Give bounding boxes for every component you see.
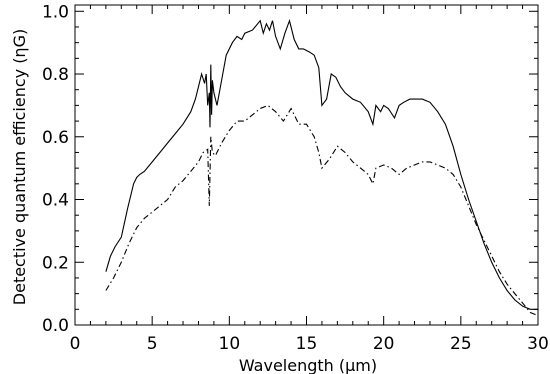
- tick-labels: 0 5 10 15 20 25 30 0.0 0.2 0.4 0.6 0.8 1.0: [42, 2, 549, 354]
- series-layer: [105, 18, 539, 317]
- y-tick-label: 0.6: [42, 128, 69, 148]
- x-tick-label: 25: [450, 334, 472, 354]
- y-tick-label: 0.2: [42, 253, 69, 273]
- y-tick-label: 0.4: [42, 191, 69, 211]
- axis-ticks: [74, 5, 539, 326]
- y-tick-label: 1.0: [42, 2, 69, 22]
- y-tick-label: 0.0: [42, 316, 69, 336]
- y-tick-label: 0.8: [42, 65, 69, 85]
- x-tick-label: 20: [373, 334, 395, 354]
- series-solid-line: [105, 18, 538, 310]
- x-tick-label: 30: [527, 334, 549, 354]
- x-tick-label: 10: [219, 334, 241, 354]
- x-tick-label: 15: [296, 334, 318, 354]
- plot-border: [74, 4, 539, 326]
- x-tick-label: 0: [70, 334, 81, 354]
- series-dash-dot-line: [105, 104, 539, 317]
- x-tick-label: 5: [147, 334, 158, 354]
- y-axis-label: Detective quantum efficiency (ηG): [10, 29, 29, 305]
- x-axis-label: Wavelength (μm): [239, 356, 377, 374]
- plot-frame: [74, 4, 539, 326]
